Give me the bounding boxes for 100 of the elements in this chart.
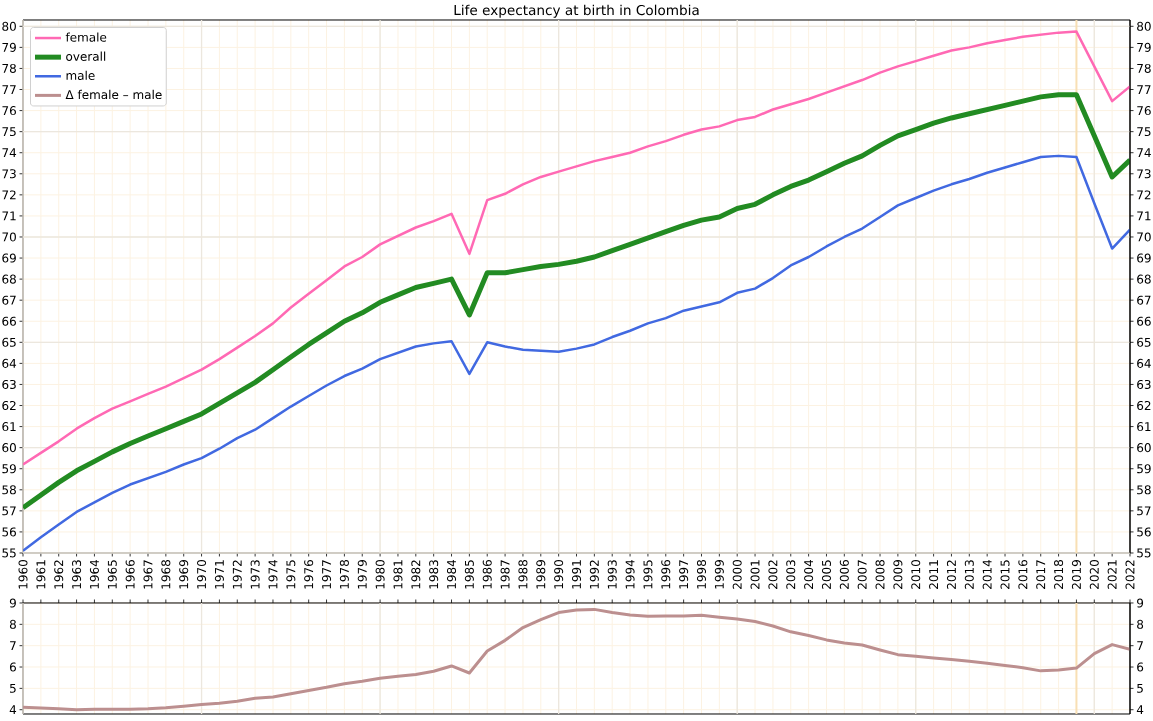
chart-title: Life expectancy at birth in Colombia [454, 4, 699, 18]
legend-label: male [66, 70, 95, 80]
y2-tick-label: 77 [1137, 85, 1151, 94]
y2-tick-label: 79 [1137, 42, 1151, 52]
x-tick-label: 2005 [821, 560, 832, 589]
y-tick-label: 55 [2, 548, 16, 558]
x-tick-label: 1995 [643, 560, 653, 589]
y-tick-label: 71 [2, 211, 16, 221]
y2-tick-label: 56 [1137, 527, 1151, 537]
x-tick-label: 2009 [893, 560, 903, 589]
y-tick-label: 8 [9, 619, 16, 629]
x-tick-label: 1977 [322, 560, 332, 589]
y-tick-label: 78 [2, 63, 16, 73]
y2-tick-label: 5 [1137, 683, 1143, 693]
x-tick-label: 1996 [661, 560, 671, 589]
y2-tick-label: 62 [1137, 400, 1151, 411]
y-tick-label: 59 [2, 464, 16, 474]
y-tick-label: 74 [2, 148, 17, 158]
y2-tick-label: 58 [1137, 485, 1151, 495]
x-tick-label: 2006 [839, 560, 849, 589]
x-tick-label: 1966 [125, 560, 135, 589]
x-tick-label: 1984 [446, 559, 457, 589]
y2-tick-label: 74 [1137, 148, 1151, 158]
x-tick-label: 1997 [679, 560, 689, 589]
y-tick-label: 61 [2, 422, 16, 432]
y-tick-label: 9 [9, 598, 16, 608]
y2-tick-label: 6 [1137, 662, 1144, 672]
y-tick-label: 76 [2, 106, 16, 116]
x-tick-label: 2000 [732, 560, 742, 589]
y2-tick-label: 61 [1137, 422, 1151, 432]
x-tick-label: 1970 [197, 560, 207, 589]
y-tick-label: 65 [2, 337, 16, 347]
y2-tick-label: 71 [1137, 211, 1151, 221]
x-tick-label: 1983 [429, 560, 439, 589]
x-tick-label: 2012 [946, 560, 956, 589]
y2-tick-label: 75 [1137, 127, 1151, 137]
x-tick-label: 1974 [268, 559, 278, 589]
x-tick-label: 1964 [89, 559, 99, 589]
x-tick-label: 1978 [339, 560, 349, 589]
x-tick-label: 1992 [589, 560, 599, 589]
x-tick-label: 1990 [554, 560, 564, 589]
x-tick-label: 1998 [696, 560, 707, 589]
y-tick-label: 63 [2, 379, 16, 389]
x-tick-label: 1965 [107, 560, 117, 589]
x-tick-label: 2014 [982, 559, 992, 589]
y-tick-label: 66 [2, 316, 16, 326]
x-tick-label: 2016 [1018, 560, 1028, 589]
legend-label: female [65, 32, 107, 42]
x-tick-label: 1985 [464, 560, 474, 589]
x-tick-label: 1967 [143, 560, 153, 589]
x-tick-label: 1989 [536, 560, 546, 589]
y2-tick-label: 4 [1136, 705, 1144, 715]
y2-tick-label: 78 [1137, 63, 1151, 73]
y2-tick-label: 8 [1137, 619, 1144, 629]
x-tick-label: 1975 [286, 560, 296, 589]
x-tick-label: 2017 [1036, 560, 1046, 589]
x-tick-label: 1980 [375, 560, 385, 589]
x-tick-label: 1994 [625, 559, 635, 589]
y-tick-label: 62 [2, 400, 16, 411]
y2-tick-label: 70 [1137, 232, 1151, 242]
x-tick-label: 2020 [1089, 560, 1099, 589]
y2-tick-label: 57 [1137, 506, 1151, 516]
y-tick-label: 6 [9, 662, 16, 672]
y-tick-label: 60 [2, 443, 16, 453]
y2-tick-label: 63 [1137, 379, 1151, 389]
x-tick-label: 2008 [875, 560, 885, 589]
x-tick-label: 1987 [500, 560, 510, 589]
x-tick-label: 1979 [357, 560, 367, 589]
y2-tick-label: 76 [1137, 106, 1151, 116]
x-tick-label: 2001 [750, 560, 760, 589]
y2-tick-label: 7 [1137, 641, 1143, 651]
x-tick-label: 1993 [607, 560, 617, 589]
x-tick-label: 2010 [911, 560, 921, 589]
x-tick-label: 2019 [1071, 560, 1081, 589]
y-tick-label: 72 [2, 190, 16, 200]
x-tick-label: 1961 [36, 560, 46, 589]
y-tick-label: 64 [2, 358, 17, 368]
y2-tick-label: 67 [1137, 295, 1151, 305]
y2-tick-label: 65 [1137, 337, 1151, 347]
y2-tick-label: 60 [1137, 443, 1151, 453]
x-tick-label: 2021 [1107, 560, 1117, 589]
x-tick-label: 1962 [54, 560, 64, 589]
y2-tick-label: 80 [1137, 21, 1151, 31]
y-tick-label: 68 [2, 274, 16, 284]
x-tick-label: 2013 [964, 560, 974, 589]
y-tick-label: 75 [2, 127, 16, 137]
x-tick-label: 2003 [786, 560, 796, 589]
y2-tick-label: 68 [1137, 274, 1151, 284]
x-tick-label: 1971 [214, 560, 224, 589]
y-tick-label: 56 [2, 527, 16, 537]
y-tick-label: 79 [2, 42, 16, 52]
x-tick-label: 2018 [1054, 560, 1064, 589]
x-tick-label: 1976 [304, 560, 314, 589]
y-tick-label: 5 [10, 683, 16, 693]
y2-tick-label: 72 [1137, 190, 1151, 200]
x-tick-label: 1960 [18, 560, 28, 589]
x-tick-label: 1969 [179, 560, 189, 589]
y-tick-label: 80 [2, 21, 16, 31]
x-tick-label: 1963 [72, 560, 82, 589]
legend-label: Δ female – male [65, 89, 162, 100]
